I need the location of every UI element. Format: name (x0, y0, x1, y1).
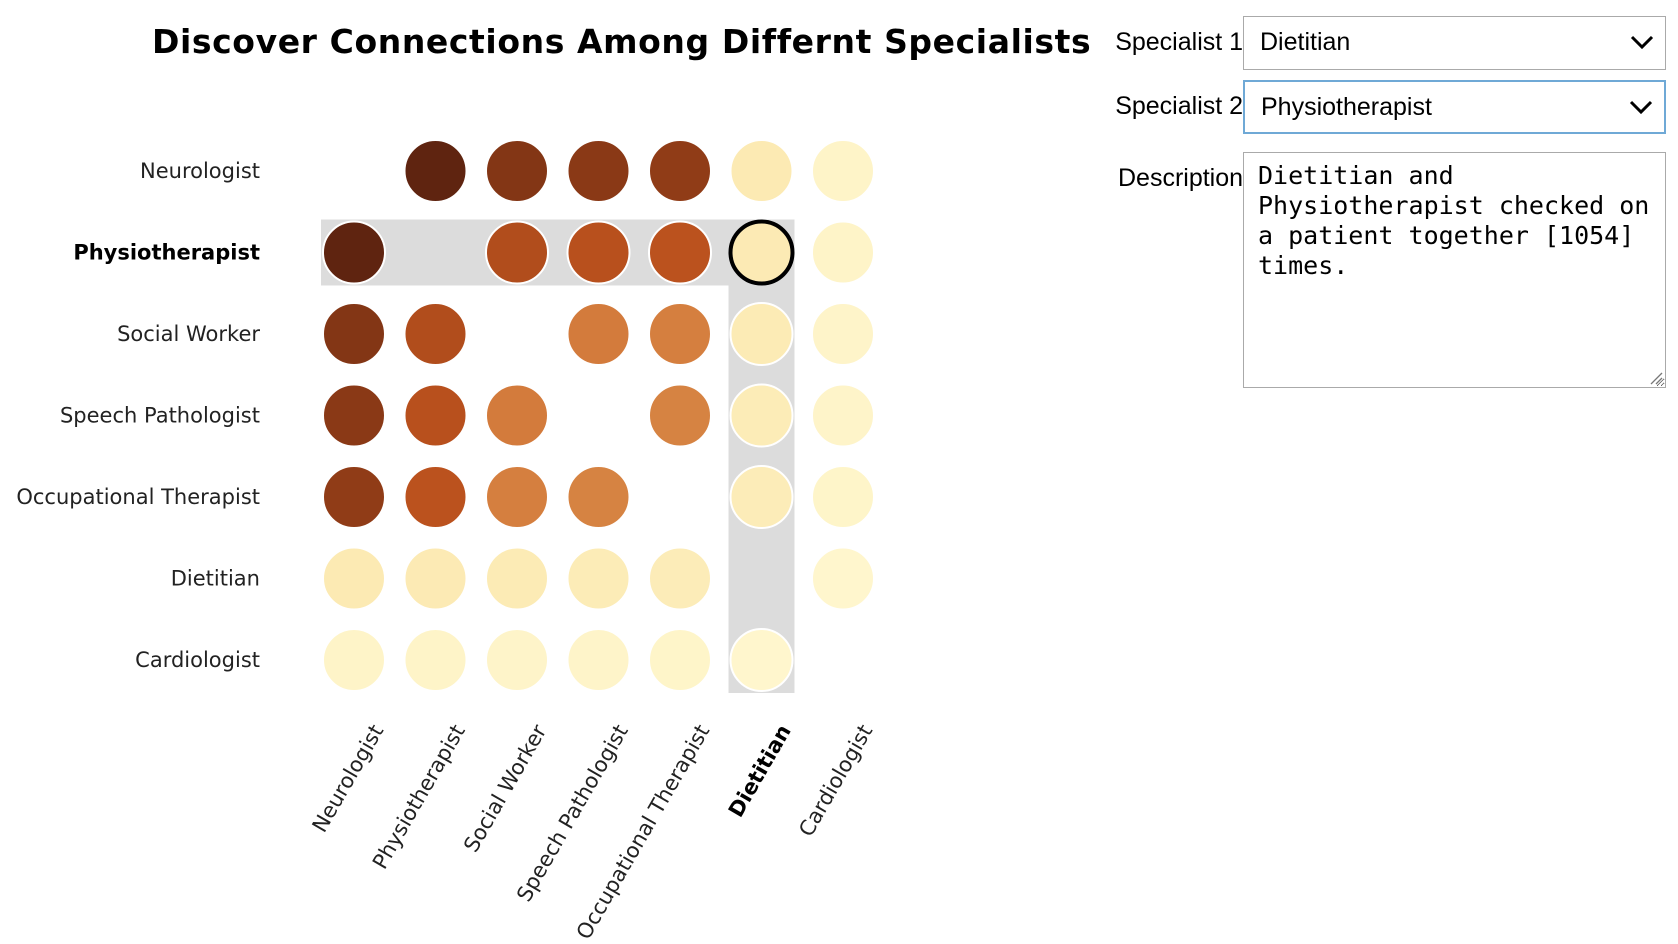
column-label: Physiotherapist (368, 721, 470, 874)
row-label: Social Worker (117, 322, 260, 346)
matrix-cell[interactable] (485, 383, 549, 448)
matrix-cell[interactable] (403, 628, 468, 692)
row-label: Dietitian (171, 567, 260, 591)
matrix-cell[interactable] (322, 546, 386, 611)
row-highlight-band (321, 219, 795, 286)
matrix-cell[interactable] (729, 302, 794, 366)
matrix-cell[interactable] (648, 139, 712, 203)
resize-grip-icon[interactable] (1649, 371, 1663, 385)
specialist2-select[interactable]: Physiotherapist (1243, 80, 1666, 134)
matrix-cell[interactable] (485, 465, 549, 529)
matrix-cell[interactable] (566, 139, 631, 203)
chart-title: Discover Connections Among Differnt Spec… (152, 22, 1092, 61)
matrix-cell[interactable] (322, 220, 386, 285)
matrix-cell[interactable] (729, 139, 794, 203)
column-label: Neurologist (308, 721, 389, 837)
column-highlight-band (728, 219, 795, 693)
matrix-cell-selected[interactable] (728, 219, 795, 286)
matrix-cell[interactable] (648, 546, 712, 611)
matrix-cell[interactable] (322, 383, 386, 448)
specialist1-value: Dietitian (1260, 28, 1351, 56)
matrix-cell[interactable] (485, 220, 549, 285)
matrix-cells (322, 139, 875, 692)
highlight-bands (321, 219, 795, 693)
matrix-cell[interactable] (566, 465, 631, 529)
column-label: Social Worker (459, 720, 551, 856)
matrix-cell[interactable] (566, 220, 631, 285)
column-label: Dietitian (724, 721, 796, 822)
matrix-cell[interactable] (485, 139, 549, 203)
matrix-cell[interactable] (322, 465, 386, 529)
matrix-cell[interactable] (485, 546, 549, 611)
matrix-cell[interactable] (485, 628, 549, 692)
matrix-cell[interactable] (322, 628, 386, 692)
matrix-cell[interactable] (811, 302, 875, 366)
description-textarea[interactable]: Dietitian and Physiotherapist checked on… (1243, 152, 1666, 388)
matrix-cell[interactable] (648, 383, 712, 448)
row-label: Occupational Therapist (16, 485, 260, 509)
matrix-cell[interactable] (403, 546, 468, 611)
matrix-cell[interactable] (403, 302, 468, 366)
matrix-cell[interactable] (648, 628, 712, 692)
matrix-cell[interactable] (729, 465, 794, 529)
matrix-cell[interactable] (403, 465, 468, 529)
column-label: Cardiologist (794, 721, 877, 841)
matrix-cell[interactable] (811, 546, 875, 611)
chevron-down-icon (1630, 35, 1654, 50)
matrix-cell[interactable] (811, 383, 875, 448)
row-labels: Neurologist Physiotherapist Social Worker S… (16, 159, 260, 672)
matrix-cell[interactable] (403, 383, 468, 448)
matrix-cell[interactable] (566, 628, 631, 692)
matrix-cell[interactable] (566, 546, 631, 611)
specialist2-label: Specialist 2: (1115, 92, 1250, 120)
row-label: Speech Pathologist (60, 404, 260, 428)
matrix-cell[interactable] (729, 383, 794, 448)
matrix-cell[interactable] (648, 220, 712, 285)
row-label: Neurologist (140, 159, 260, 183)
matrix-cell[interactable] (811, 465, 875, 529)
matrix-cell[interactable] (566, 302, 631, 366)
matrix-cell[interactable] (811, 139, 875, 203)
matrix-cell[interactable] (648, 302, 712, 366)
matrix-cell[interactable] (403, 139, 468, 203)
specialist2-value: Physiotherapist (1261, 93, 1432, 121)
matrix-cell[interactable] (811, 220, 875, 285)
description-label: Description: (1118, 164, 1250, 192)
matrix-cell[interactable] (729, 628, 794, 692)
chevron-down-icon (1629, 100, 1653, 115)
specialist1-label: Specialist 1: (1115, 28, 1250, 56)
matrix-cell[interactable] (322, 302, 386, 366)
row-label: Physiotherapist (73, 241, 260, 265)
row-label: Cardiologist (135, 648, 260, 672)
specialist1-select[interactable]: Dietitian (1243, 16, 1666, 70)
